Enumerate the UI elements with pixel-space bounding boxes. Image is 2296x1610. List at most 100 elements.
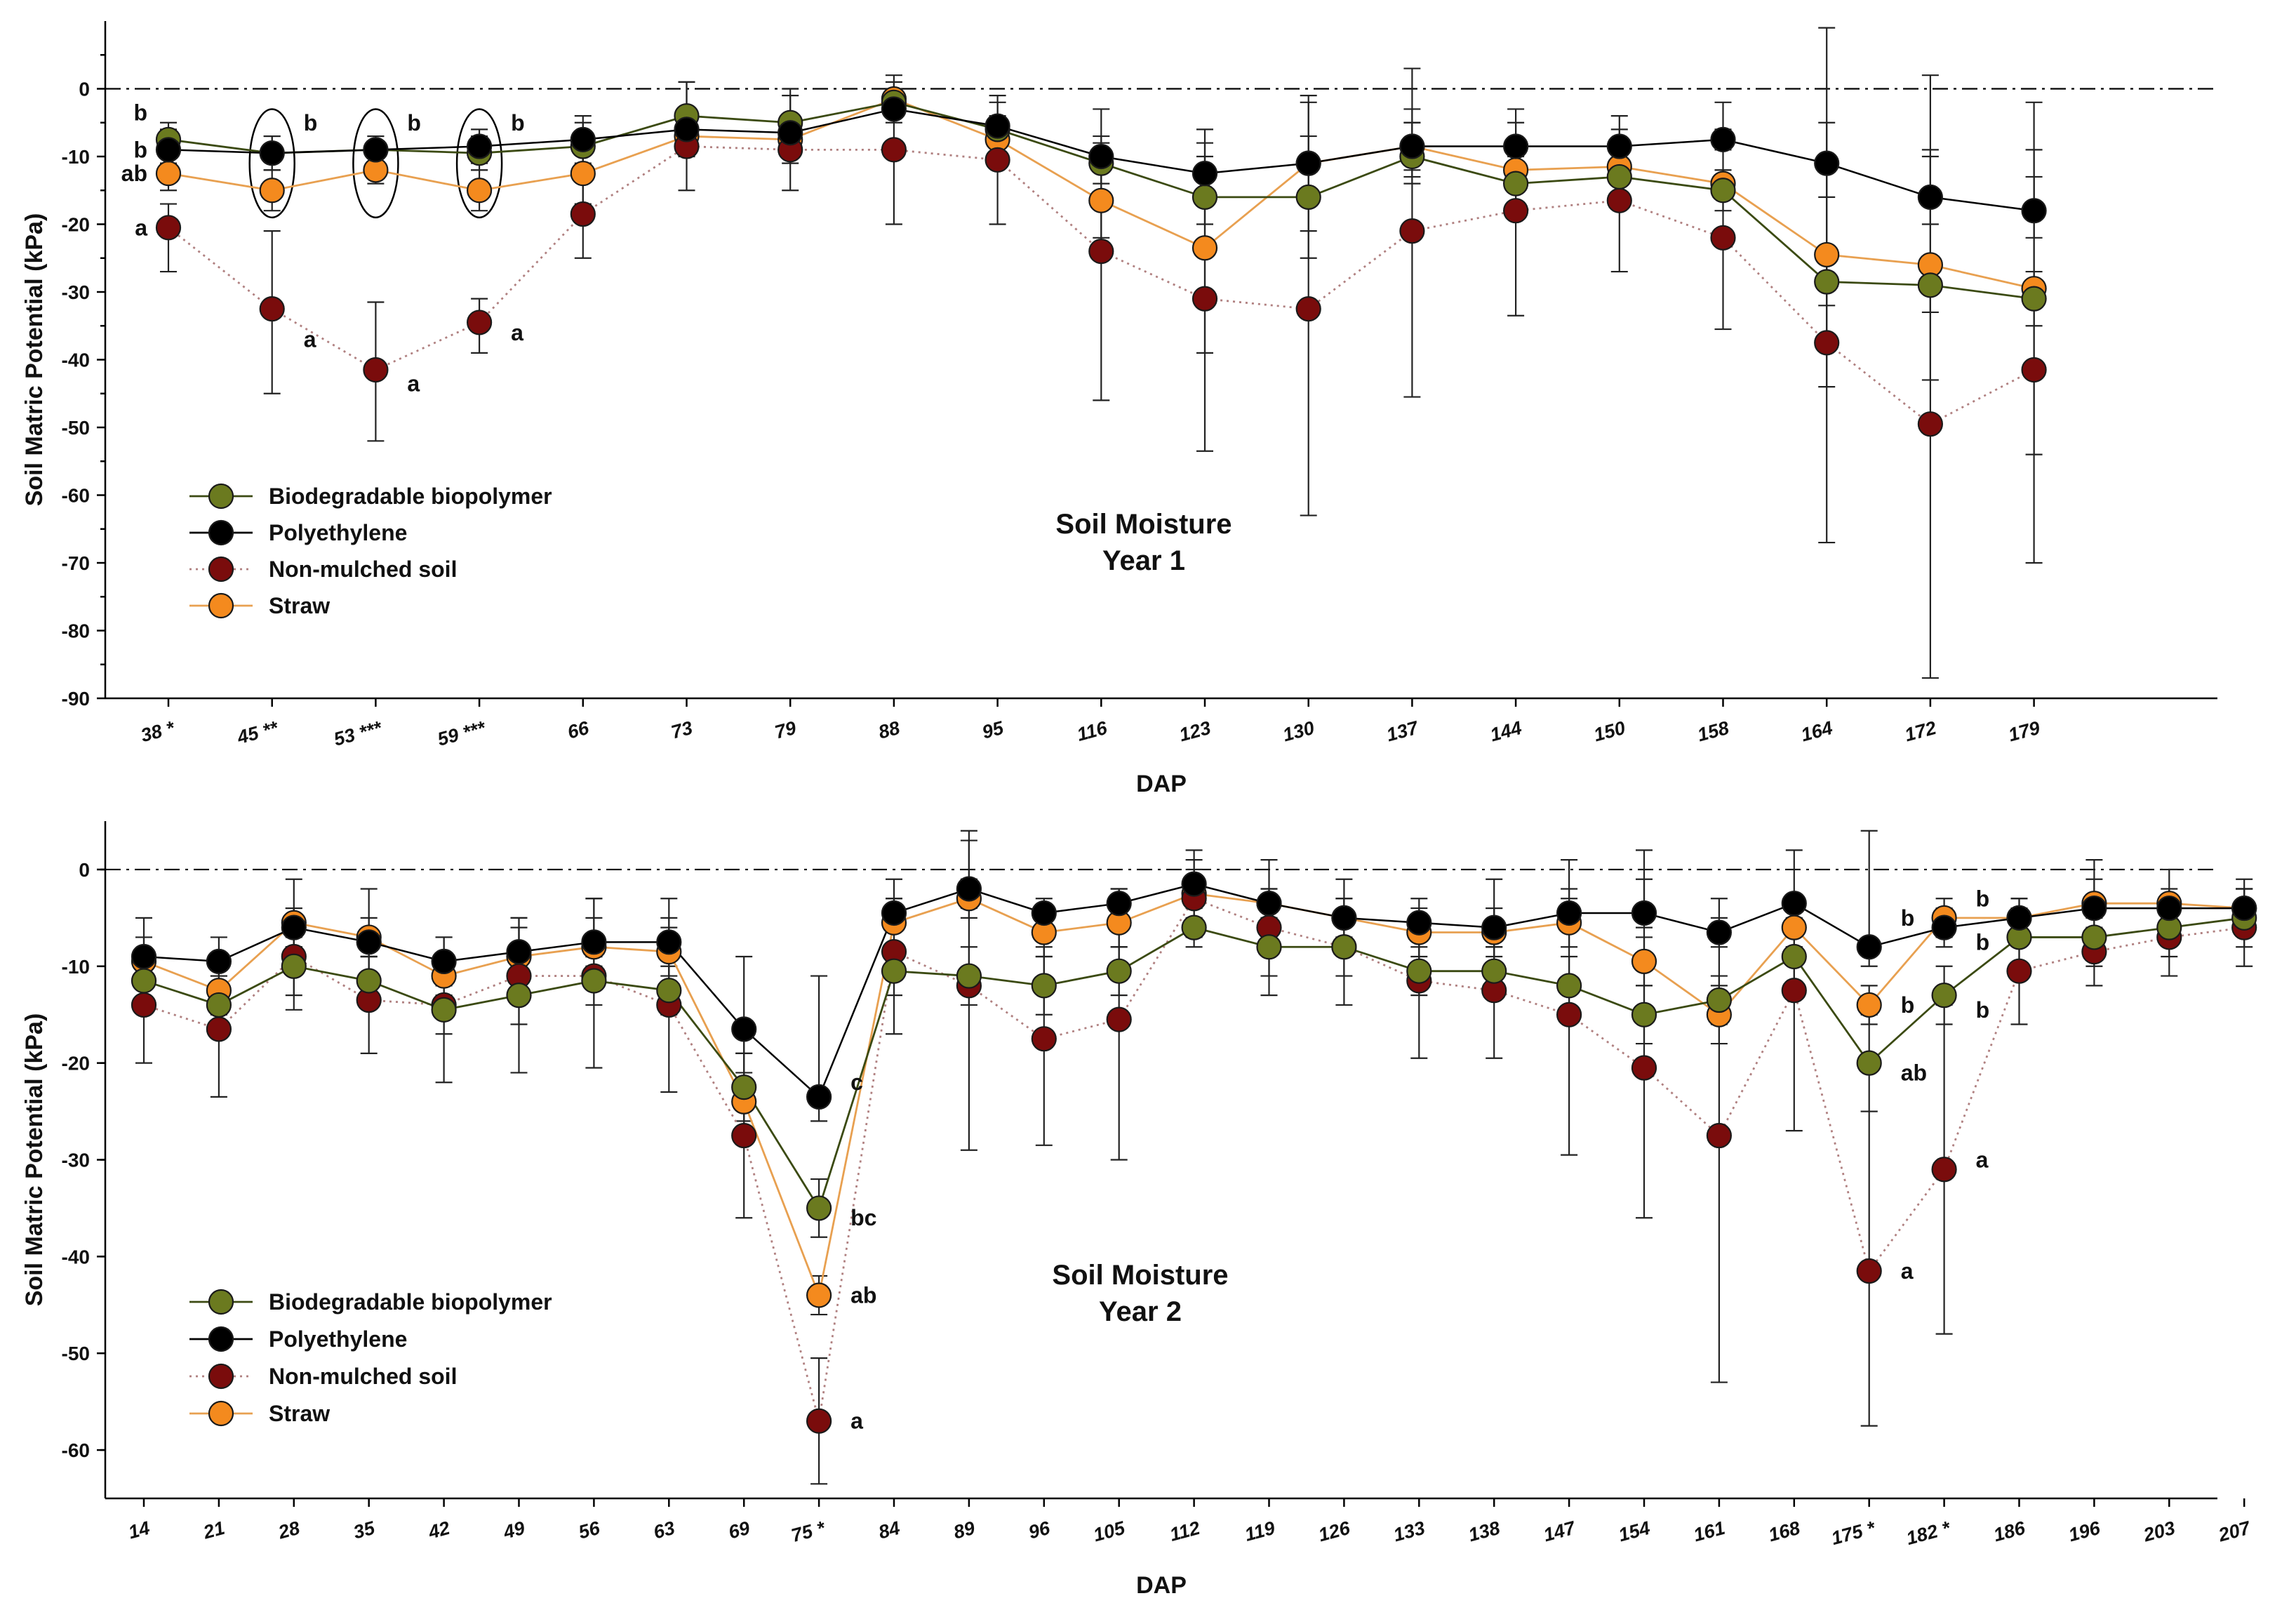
data-point — [881, 958, 907, 984]
data-point — [431, 948, 457, 974]
significance-letter: a — [850, 1409, 863, 1434]
data-point — [1088, 187, 1114, 213]
legend-label: Polyethylene — [269, 1326, 407, 1352]
data-point — [155, 161, 182, 187]
legend-marker — [208, 592, 234, 619]
x-tick-label: 21 — [201, 1517, 227, 1543]
legend-label: Polyethylene — [269, 520, 407, 545]
data-point — [1856, 934, 1882, 960]
x-tick-label: 126 — [1316, 1517, 1353, 1546]
data-point — [1631, 1055, 1657, 1081]
data-point — [1399, 133, 1425, 159]
x-tick-label: 138 — [1466, 1517, 1502, 1546]
data-point — [656, 978, 682, 1004]
y-tick-label: 0 — [79, 859, 90, 881]
x-tick-label: 130 — [1281, 717, 1316, 746]
data-point — [2006, 905, 2032, 931]
data-point — [1781, 978, 1807, 1004]
data-point — [363, 137, 389, 163]
x-tick-label: 14 — [126, 1517, 152, 1543]
chart-title: Soil Moisture — [1055, 509, 1232, 540]
data-point — [731, 1122, 757, 1149]
data-point — [431, 997, 457, 1023]
data-point — [1710, 178, 1736, 204]
x-tick-label: 172 — [1902, 717, 1938, 746]
significance-letter: a — [511, 320, 523, 345]
data-point — [1295, 150, 1321, 176]
data-point — [1481, 914, 1507, 940]
data-point — [806, 1195, 832, 1221]
y-tick-label: -30 — [62, 1150, 90, 1171]
x-tick-label: 95 — [980, 717, 1006, 743]
y-tick-label: 0 — [79, 79, 90, 100]
data-point — [1031, 900, 1057, 926]
data-point — [1331, 934, 1357, 960]
data-point — [1503, 171, 1529, 197]
data-point — [956, 876, 982, 902]
x-tick-label: 75 * — [789, 1517, 828, 1546]
significance-letter: b — [407, 110, 421, 135]
significance-letter: a — [1901, 1258, 1914, 1284]
x-tick-label: 179 — [2006, 717, 2042, 746]
legend-marker — [208, 519, 234, 546]
data-point — [259, 296, 285, 322]
data-point — [131, 992, 157, 1018]
data-point — [1917, 411, 1943, 437]
significance-letter: ab — [850, 1283, 876, 1308]
data-point — [581, 968, 607, 994]
data-point — [206, 1016, 232, 1042]
data-point — [1399, 218, 1425, 244]
data-point — [506, 983, 532, 1009]
y-axis-title: Soil Matric Potential (kPa) — [21, 213, 48, 507]
x-tick-label: 42 — [425, 1517, 452, 1543]
data-point — [1710, 225, 1736, 251]
x-tick-label: 164 — [1798, 717, 1834, 746]
data-point — [956, 963, 982, 989]
data-point — [206, 992, 232, 1018]
data-point — [2231, 895, 2257, 922]
data-point — [466, 178, 493, 204]
data-point — [155, 215, 182, 241]
y-tick-label: -10 — [62, 146, 90, 168]
x-tick-label: 168 — [1766, 1517, 1802, 1546]
significance-letter: ab — [1901, 1060, 1927, 1085]
data-point — [259, 140, 285, 166]
series-line — [143, 917, 2245, 1211]
x-tick-label: 116 — [1075, 717, 1110, 745]
legend-marker — [208, 1289, 234, 1315]
data-point — [1814, 241, 1840, 268]
data-point — [1106, 958, 1132, 984]
x-tick-label: 45 ** — [234, 717, 281, 748]
x-tick-label: 207 — [2215, 1517, 2253, 1545]
data-point — [2081, 924, 2107, 950]
data-point — [881, 900, 907, 926]
data-point — [985, 113, 1010, 139]
data-point — [1814, 330, 1840, 356]
y-tick-label: -20 — [62, 214, 90, 236]
y-tick-label: -10 — [62, 956, 90, 978]
x-tick-label: 133 — [1391, 1517, 1427, 1546]
data-point — [1706, 919, 1732, 945]
data-point — [1781, 914, 1807, 940]
data-point — [2021, 357, 2047, 383]
x-tick-label: 88 — [876, 717, 902, 743]
x-tick-label: 161 — [1691, 1517, 1727, 1546]
chart-subtitle: Year 2 — [1099, 1296, 1182, 1327]
data-point — [1706, 987, 1732, 1013]
data-point — [1088, 143, 1114, 170]
y-tick-label: -50 — [62, 417, 90, 439]
legend-marker — [208, 483, 234, 510]
data-point — [356, 968, 382, 994]
x-tick-label: 89 — [952, 1517, 977, 1543]
data-point — [656, 929, 682, 955]
legend-marker — [208, 1326, 234, 1352]
chart-subtitle: Year 1 — [1102, 545, 1185, 576]
x-tick-label: 150 — [1591, 717, 1627, 746]
significance-letter: b — [1901, 992, 1915, 1018]
data-point — [1031, 973, 1057, 999]
data-point — [1088, 239, 1114, 265]
x-tick-label: 196 — [2067, 1517, 2103, 1546]
y-tick-label: -40 — [62, 350, 90, 371]
data-point — [281, 914, 307, 940]
x-tick-label: 186 — [1991, 1517, 2028, 1546]
